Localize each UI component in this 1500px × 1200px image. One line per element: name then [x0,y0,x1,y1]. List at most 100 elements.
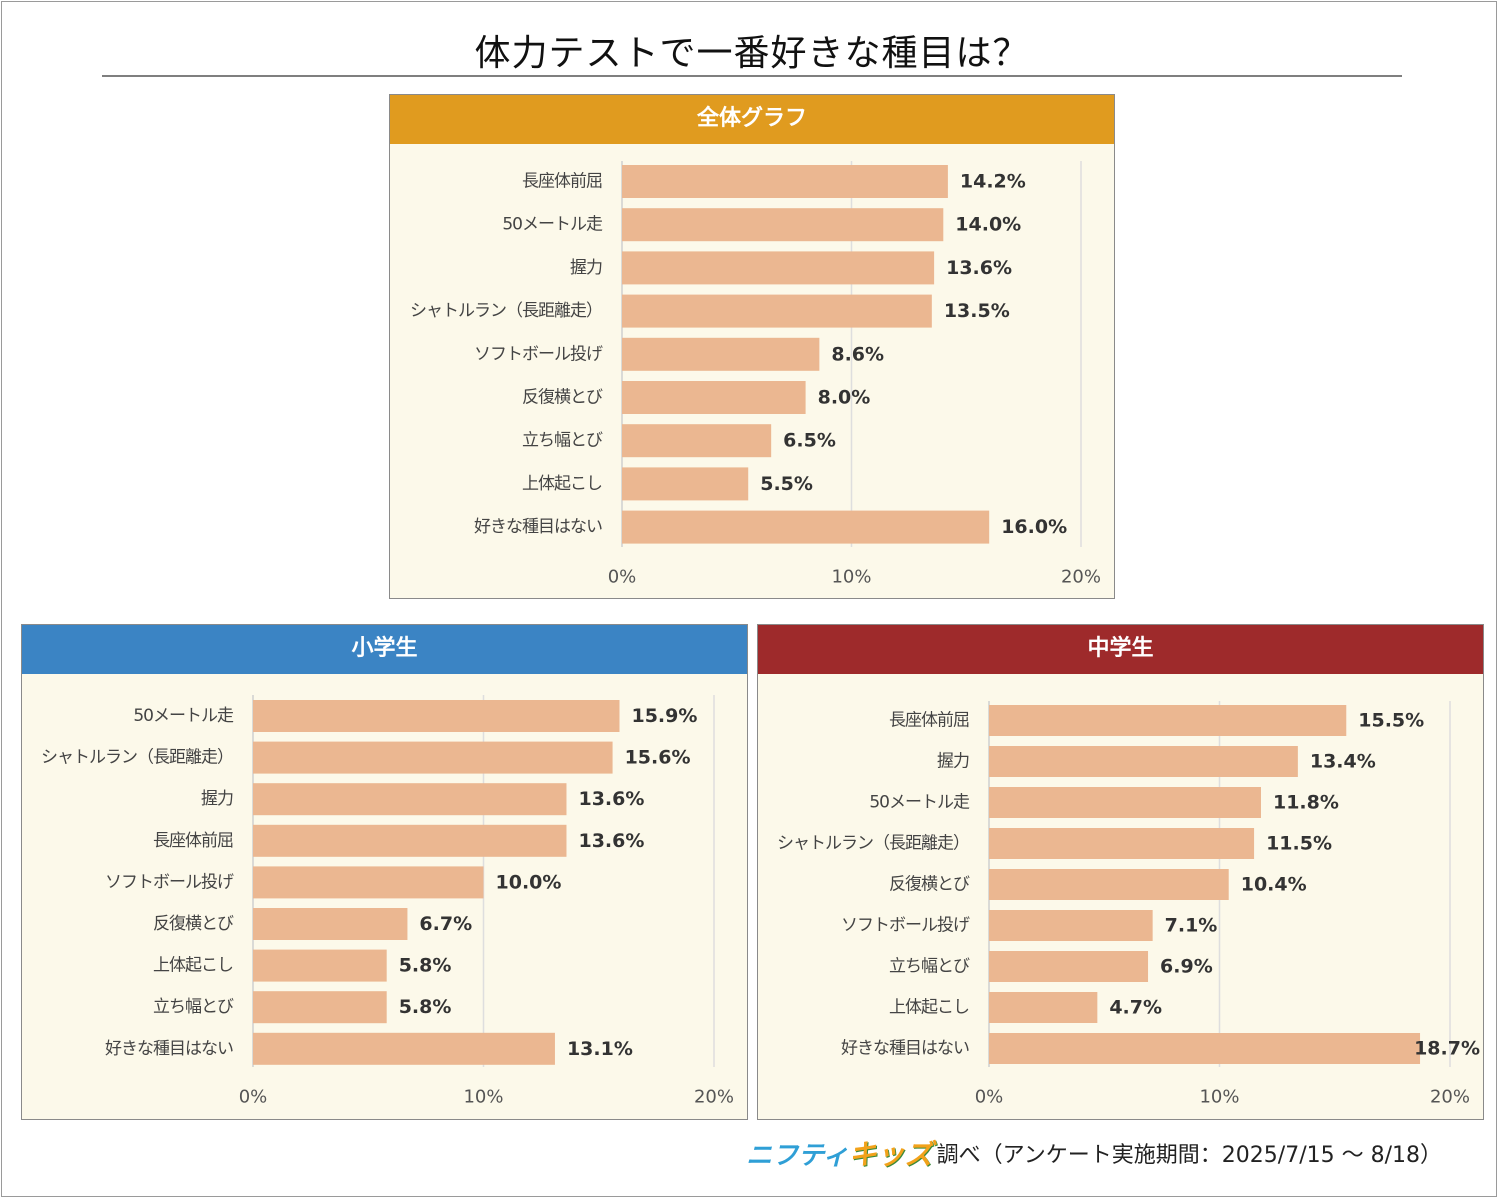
title-underline [102,75,1402,77]
elementary-x-tick-label: 0% [239,1087,268,1108]
overall-chart-plot: 長座体前屈 14.2% 50メートル走 14.0% 握力 13.6% シャトルラン（長距離走… [410,161,1101,588]
elementary-bar [253,783,567,816]
junior-bar [989,828,1255,859]
overall-bar [622,424,772,458]
elementary-chart-panel: 小学生 50メートル走 15.9% シャトルラン（長距離走） 15.6% 握力 13.6%… [21,624,748,1120]
elementary-bar [253,1032,555,1065]
junior-chart-panel: 中学生 長座体前屈 15.5% 握力 13.4% 50メートル走 11.8% シャトルラン（… [757,624,1484,1120]
junior-x-tick-label: 10% [1199,1087,1239,1108]
junior-category-label: シャトルラン（長距離走） [777,834,969,854]
junior-x-tick-label: 0% [975,1087,1004,1108]
overall-value-label: 5.5% [760,473,813,495]
overall-value-label: 14.0% [955,214,1021,236]
overall-value-label: 14.2% [960,171,1026,193]
junior-value-label: 10.4% [1241,874,1307,896]
junior-value-label: 6.9% [1160,956,1213,978]
junior-value-label: 7.1% [1165,915,1218,937]
junior-category-label: ソフトボール投げ [841,916,970,936]
elementary-value-label: 13.6% [578,788,644,810]
junior-bar [989,992,1098,1023]
overall-value-label: 16.0% [1001,516,1067,538]
elementary-value-label: 5.8% [399,996,452,1018]
junior-value-label: 15.5% [1358,710,1424,732]
overall-bar [622,510,990,544]
junior-bar [989,951,1149,982]
elementary-category-label: 握力 [201,789,233,809]
junior-value-label: 11.8% [1273,792,1339,814]
survey-note: 調べ（アンケート実施期間：2025/7/15 ～ 8/18） [936,1143,1442,1168]
overall-category-label: 長座体前屈 [522,172,602,192]
elementary-x-tick-label: 20% [694,1087,734,1108]
elementary-value-label: 15.6% [625,747,691,769]
overall-category-label: 好きな種目はない [474,517,602,537]
page-title: 体力テストで一番好きな種目は？ [474,33,1030,74]
junior-category-label: 反復横とび [889,875,970,895]
overall-category-label: ソフトボール投げ [474,344,603,364]
elementary-value-label: 6.7% [419,913,472,935]
overall-category-label: 上体起こし [522,474,602,494]
overall-value-label: 13.5% [944,300,1010,322]
elementary-category-label: ソフトボール投げ [105,872,234,892]
brand-logo-part2: キッズ [848,1138,933,1171]
junior-bar [989,746,1298,777]
overall-value-label: 8.0% [818,387,871,409]
overall-category-label: 50メートル走 [502,215,603,235]
elementary-bar [253,949,387,982]
elementary-category-label: 反復横とび [153,914,234,934]
junior-category-label: 握力 [937,752,969,772]
elementary-category-label: シャトルラン（長距離走） [41,748,233,768]
overall-category-label: 反復横とび [522,388,603,408]
junior-category-label: 立ち幅とび [889,957,970,977]
elementary-category-label: 上体起こし [153,956,233,976]
junior-value-label: 18.7% [1414,1038,1480,1060]
elementary-chart-header: 小学生 [22,625,747,674]
junior-value-label: 11.5% [1266,833,1332,855]
brand-logo: ニフティ キッズ [746,1133,932,1173]
elementary-bar [253,700,620,732]
overall-value-label: 6.5% [783,430,836,452]
elementary-x-tick-label: 10% [463,1087,503,1108]
overall-category-label: 立ち幅とび [522,431,603,451]
elementary-category-label: 好きな種目はない [105,1039,233,1059]
overall-category-label: シャトルラン（長距離走） [410,301,602,321]
junior-value-label: 4.7% [1109,997,1162,1019]
elementary-bar [253,908,408,940]
elementary-category-label: 50メートル走 [133,706,234,726]
elementary-bar [253,824,567,857]
junior-x-tick-label: 20% [1430,1087,1470,1108]
elementary-bar [253,866,484,899]
junior-category-label: 好きな種目はない [841,1039,969,1059]
overall-bar [622,381,806,414]
overall-value-label: 13.6% [946,257,1012,279]
overall-bar [622,294,932,328]
elementary-value-label: 13.1% [567,1038,633,1060]
elementary-category-label: 立ち幅とび [153,997,234,1017]
overall-value-label: 8.6% [831,343,884,365]
junior-category-label: 上体起こし [889,998,969,1018]
junior-chart-header: 中学生 [758,625,1483,674]
junior-bar [989,705,1347,736]
overall-x-tick-label: 10% [831,567,871,588]
elementary-value-label: 10.0% [496,871,562,893]
junior-bar [989,910,1153,941]
junior-value-label: 13.4% [1310,751,1376,773]
elementary-value-label: 5.8% [399,955,452,977]
brand-logo-part1: ニフティ [746,1141,849,1171]
overall-chart-panel: 全体グラフ 長座体前屈 14.2% 50メートル走 14.0% 握力 13.6% シャトルラ… [389,94,1115,599]
elementary-bar [253,741,613,774]
junior-bar [989,787,1261,818]
junior-category-label: 50メートル走 [869,793,970,813]
elementary-value-label: 15.9% [631,705,697,727]
elementary-category-label: 長座体前屈 [153,831,233,851]
overall-x-tick-label: 0% [608,567,637,588]
elementary-chart-plot: 50メートル走 15.9% シャトルラン（長距離走） 15.6% 握力 13.6% 長座体前… [41,695,734,1108]
overall-x-tick-label: 20% [1061,567,1101,588]
junior-chart-plot: 長座体前屈 15.5% 握力 13.4% 50メートル走 11.8% シャトルラン（長距離走… [777,701,1480,1108]
elementary-value-label: 13.6% [578,830,644,852]
overall-category-label: 握力 [570,258,602,278]
source-footer: ニフティ キッズ 調べ（アンケート実施期間：2025/7/15 ～ 8/18） [746,1135,1442,1171]
overall-bar [622,337,820,371]
overall-chart-header: 全体グラフ [390,95,1114,144]
junior-bar [989,1033,1421,1064]
